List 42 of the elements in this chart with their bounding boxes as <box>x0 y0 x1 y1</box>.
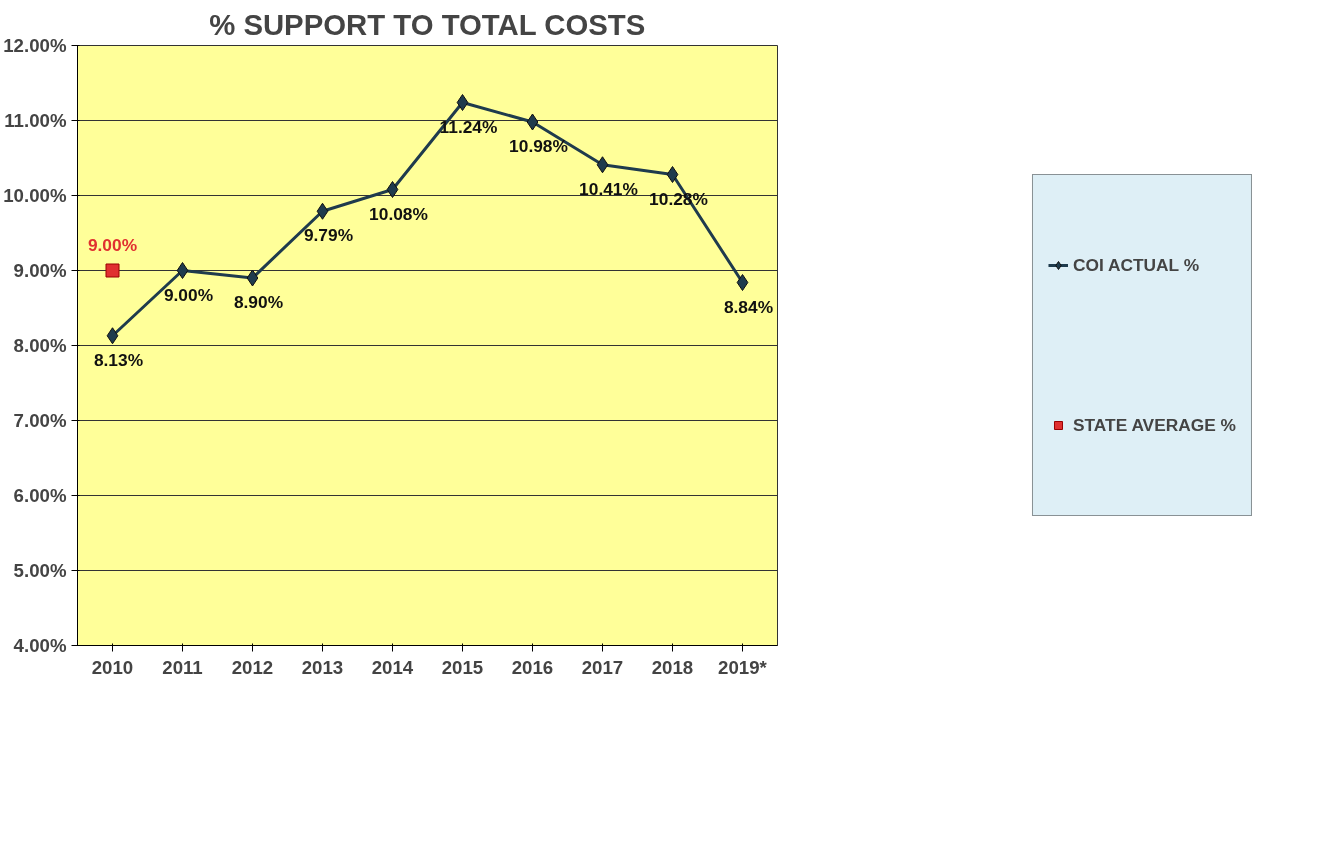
y-tick-label: 7.00% <box>13 410 67 431</box>
data-label: 10.98% <box>509 136 568 156</box>
x-tick-label: 2018 <box>651 656 694 678</box>
x-tick-label: 2016 <box>511 656 554 678</box>
y-tick-label: 11.00% <box>4 110 67 131</box>
x-tick-label: 2010 <box>91 656 134 678</box>
x-tick-label: 2017 <box>581 656 624 678</box>
data-label: 10.08% <box>369 203 428 224</box>
point <box>386 181 399 198</box>
point <box>176 262 189 279</box>
legend-label: STATE AVERAGE % <box>1072 413 1237 437</box>
point <box>246 269 259 287</box>
y-tick-label: 10.00% <box>3 185 67 206</box>
data-label: 8.13% <box>93 349 144 370</box>
data-label: 8.84% <box>723 296 774 317</box>
y-tick-label: 9.00% <box>13 260 67 281</box>
data-label: 9.00% <box>87 234 138 255</box>
x-tick-label: 2013 <box>301 656 344 678</box>
x-tick-label: 2019* <box>718 656 768 678</box>
point <box>105 263 120 278</box>
data-label: 10.41% <box>579 178 638 199</box>
y-tick-label: 4.00% <box>13 635 67 656</box>
chart-title: % SUPPORT TO TOTAL COSTS <box>209 7 646 41</box>
point <box>456 94 469 111</box>
legend-label: COI ACTUAL % <box>1072 253 1200 277</box>
x-tick-label: 2015 <box>441 656 484 678</box>
point <box>526 113 539 131</box>
y-tick-label: 12.00% <box>3 35 67 56</box>
y-tick-label: 6.00% <box>13 485 67 506</box>
y-tick-label: 5.00% <box>13 560 67 581</box>
x-tick-label: 2014 <box>371 656 414 678</box>
data-label: 8.90% <box>233 292 284 312</box>
y-tick-label: 8.00% <box>13 335 67 356</box>
point <box>596 156 609 174</box>
point <box>316 202 329 220</box>
point <box>666 166 679 183</box>
point <box>736 274 749 291</box>
x-tick-label: 2012 <box>231 656 274 678</box>
data-label: 9.00% <box>163 284 214 305</box>
x-tick-label: 2011 <box>162 656 203 678</box>
data-label: 9.79% <box>303 225 354 246</box>
point <box>106 327 119 345</box>
